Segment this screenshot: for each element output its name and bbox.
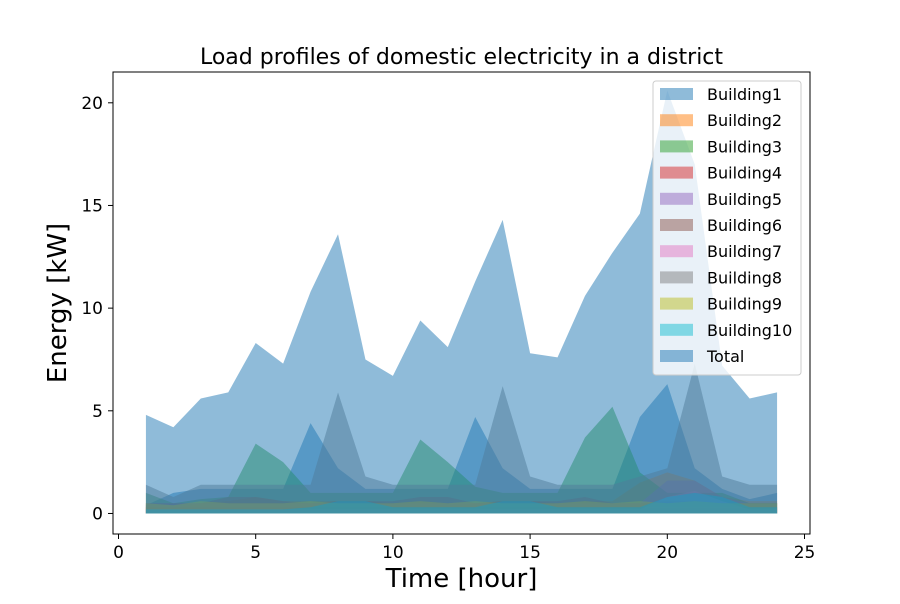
y-tick-label: 5 [92, 402, 103, 422]
x-tick-label: 0 [113, 543, 124, 563]
y-axis-ticks: 0 5 10 15 20 [81, 94, 113, 524]
legend-swatch [660, 323, 693, 336]
legend: Building1 Building2 Building3 Building4 Buil… [652, 80, 802, 376]
legend-swatch [660, 88, 693, 100]
y-tick-label: 0 [92, 504, 103, 524]
legend-label: Building1 [707, 85, 782, 104]
x-axis-label: Time [hour] [385, 564, 538, 594]
legend-swatch [660, 140, 693, 153]
legend-label: Building8 [707, 268, 782, 287]
x-tick-label: 20 [656, 543, 678, 563]
legend-label: Building6 [707, 216, 782, 235]
legend-label: Building9 [707, 295, 782, 314]
legend-swatch [660, 192, 693, 205]
legend-label: Building2 [707, 111, 782, 130]
y-tick-label: 20 [81, 94, 103, 114]
y-tick-label: 15 [81, 196, 103, 216]
legend-swatch [660, 219, 693, 231]
y-tick-label: 10 [81, 299, 103, 319]
legend-label: Total [706, 347, 744, 366]
x-tick-label: 5 [250, 543, 261, 563]
x-tick-label: 15 [519, 543, 541, 563]
plot-frame [112, 71, 811, 535]
y-axis-label: Energy [kW] [43, 223, 73, 383]
legend-swatch [660, 350, 693, 362]
area-series-total [145, 90, 778, 514]
legend-items: Building1 Building2 Building3 Building4 Buil… [660, 85, 792, 366]
legend-swatch [660, 297, 693, 310]
x-tick-label: 10 [382, 543, 404, 563]
legend-swatch [660, 114, 693, 127]
legend-label: Building10 [707, 321, 792, 340]
x-axis-ticks: 0 5 10 15 20 25 [113, 534, 815, 563]
legend-swatch [660, 166, 693, 179]
plot-areas [145, 90, 778, 514]
legend-label: Building4 [707, 164, 782, 183]
x-tick-label: 25 [794, 543, 816, 563]
chart-title: Load profiles of domestic electricity in… [200, 45, 723, 70]
legend-label: Building3 [707, 137, 782, 156]
legend-swatch [660, 271, 693, 284]
legend-label: Building7 [707, 242, 782, 261]
legend-label: Building5 [707, 190, 782, 209]
legend-swatch [660, 245, 693, 258]
